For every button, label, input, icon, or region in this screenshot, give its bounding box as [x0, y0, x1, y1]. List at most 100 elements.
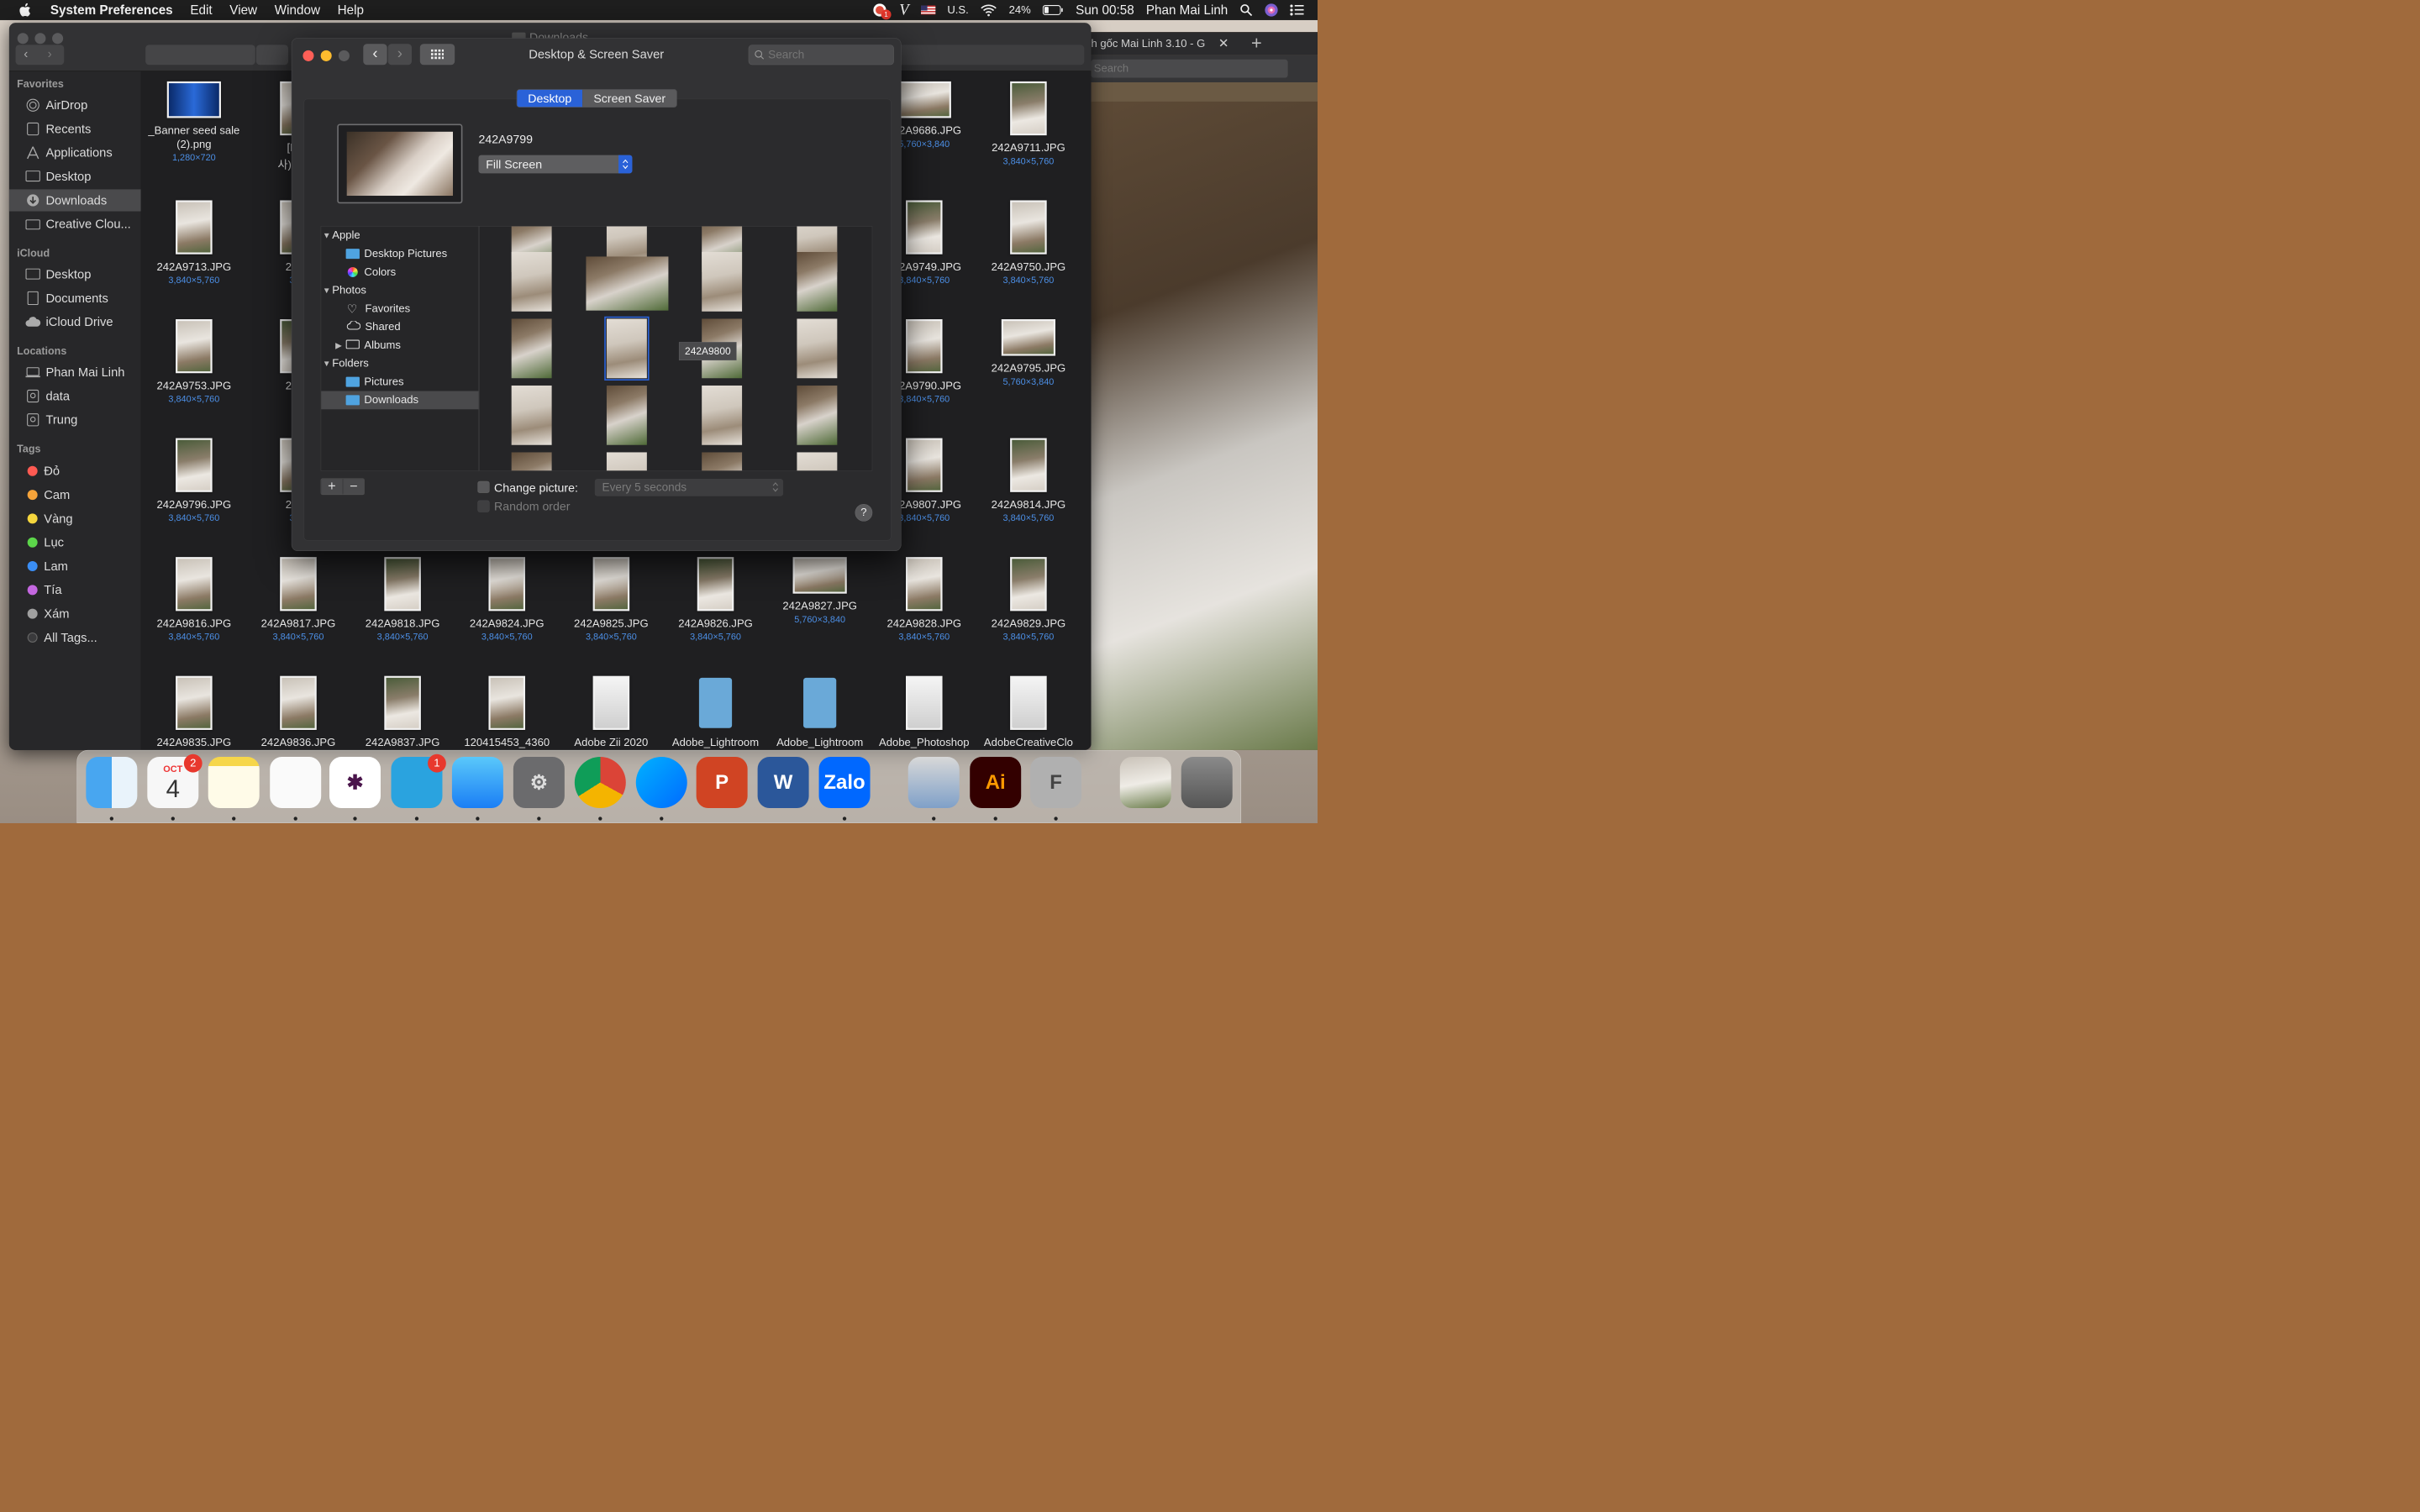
v-app-icon[interactable]: V [899, 1, 909, 18]
source-downloads[interactable]: Downloads [321, 391, 479, 410]
view-mode-segment[interactable] [145, 45, 255, 66]
show-all-button[interactable] [419, 44, 455, 66]
sidebar-item-tag[interactable]: Xám [9, 603, 141, 625]
desktop-picture-thumb[interactable] [511, 385, 552, 445]
file-item[interactable]: Adobe_Photoshop [874, 675, 975, 749]
sidebar-item-tag[interactable]: Đỏ [9, 460, 141, 482]
reminders-icon[interactable]: Reminders [270, 757, 322, 809]
sidebar-item-airdrop[interactable]: AirDrop [9, 94, 141, 116]
finder-zoom-button[interactable] [52, 33, 64, 45]
menu-window[interactable]: Window [274, 3, 320, 18]
preview-icon[interactable]: Preview [908, 757, 960, 809]
desktop-picture-thumb[interactable] [797, 251, 838, 312]
sidebar-item-creative-cloud[interactable]: Creative Clou... [9, 213, 141, 235]
siri-icon[interactable] [1265, 3, 1278, 17]
disclosure-open-icon[interactable]: ▼ [322, 230, 331, 240]
finder-minimize-button[interactable] [34, 33, 46, 45]
sidebar-item-desktop[interactable]: Desktop [9, 165, 141, 187]
file-item[interactable]: 242A9795.JPG 5,760×3,840 [978, 319, 1079, 387]
illustrator-icon[interactable]: AiIllustrator [970, 757, 1022, 809]
file-item[interactable]: 242A9807.JPG 3,840×5,760 [874, 438, 975, 524]
browser-search-input[interactable] [1091, 59, 1288, 78]
sidebar-item-tag[interactable]: Vàng [9, 507, 141, 529]
close-tab-icon[interactable]: ✕ [1218, 36, 1229, 50]
sidebar-item-documents[interactable]: Documents [9, 287, 141, 309]
desktop-picture-thumb[interactable] [702, 251, 743, 312]
file-item[interactable]: 242A9827.JPG 5,760×3,840 [770, 557, 871, 625]
sidebar-item-computer[interactable]: Phan Mai Linh [9, 361, 141, 383]
menu-user[interactable]: Phan Mai Linh [1145, 3, 1228, 18]
desktop-picture-thumb[interactable] [702, 385, 743, 445]
prefs-search-field[interactable] [748, 45, 894, 66]
file-item[interactable]: 242A9829.JPG 3,840×5,760 [978, 557, 1079, 643]
sidebar-item-recents[interactable]: Recents [9, 118, 141, 139]
chrome-icon[interactable]: Chrome [574, 757, 626, 809]
group-button[interactable] [255, 45, 288, 66]
sidebar-item-tag[interactable]: All Tags... [9, 627, 141, 648]
font-book-icon[interactable]: FFont Book [1030, 757, 1082, 809]
messages-icon[interactable]: Messages [451, 757, 503, 809]
zalo-icon[interactable]: ZaloZalo [818, 757, 871, 809]
change-picture-checkbox[interactable] [477, 480, 490, 493]
spotlight-search-icon[interactable] [1239, 3, 1253, 17]
forward-icon[interactable]: › [47, 46, 52, 61]
word-icon[interactable]: WWord [757, 757, 809, 809]
file-item[interactable]: 242A9711.JPG 3,840×5,760 [978, 81, 1079, 167]
new-tab-icon[interactable]: + [1251, 33, 1262, 54]
flag-icon[interactable] [920, 5, 936, 15]
finder-back-forward[interactable]: ‹ › [15, 45, 65, 66]
downloads-stack-icon[interactable]: Downloads [1119, 757, 1171, 809]
menu-app-name[interactable]: System Preferences [50, 3, 173, 18]
tab-desktop[interactable]: Desktop [517, 89, 583, 108]
file-item[interactable]: 242A9796.JPG 3,840×5,760 [144, 438, 245, 524]
file-item[interactable]: _Banner seed sale (2).png 1,280×720 [144, 81, 245, 163]
sidebar-item-icloud-desktop[interactable]: Desktop [9, 264, 141, 286]
file-item[interactable]: 242A9749.JPG 3,840×5,760 [874, 200, 975, 286]
file-item[interactable]: 242A9753.JPG 3,840×5,760 [144, 319, 245, 405]
sidebar-item-tag[interactable]: Tía [9, 579, 141, 601]
close-button[interactable] [302, 50, 314, 61]
file-item[interactable]: Adobe_Lightroom [770, 676, 871, 749]
finder-icon[interactable]: Finder [86, 757, 138, 809]
file-item[interactable]: 242A9750.JPG 3,840×5,760 [978, 200, 1079, 286]
back-button[interactable]: ‹ [363, 44, 387, 66]
file-item[interactable]: 242A9835.JPG [144, 675, 245, 749]
notes-icon[interactable]: Notes [208, 757, 260, 809]
file-item[interactable]: 242A9814.JPG 3,840×5,760 [978, 438, 1079, 524]
desktop-picture-thumb[interactable] [606, 452, 647, 471]
slack-icon[interactable]: ✱Slack [329, 757, 381, 809]
desktop-picture-thumb[interactable] [797, 318, 838, 379]
file-item[interactable]: Adobe_Lightroom [666, 676, 766, 749]
desktop-picture-thumb[interactable] [606, 385, 647, 445]
notification-app-icon[interactable]: 1 [872, 3, 892, 20]
desktop-picture-thumb[interactable] [702, 452, 743, 471]
file-item[interactable]: Adobe Zii 2020 [560, 675, 661, 749]
remove-folder-button[interactable]: − [342, 479, 365, 495]
menu-view[interactable]: View [229, 3, 258, 18]
source-colors[interactable]: Colors [321, 263, 478, 281]
file-item[interactable]: 242A9818.JPG 3,840×5,760 [352, 557, 453, 643]
browser-tab-title[interactable]: h gốc Mai Linh 3.10 - G [1091, 37, 1206, 50]
file-item[interactable]: 242A9825.JPG 3,840×5,760 [560, 557, 661, 643]
source-albums[interactable]: ▶ Albums [321, 336, 478, 354]
input-source-label[interactable]: U.S. [947, 3, 969, 17]
telegram-icon[interactable]: 1 Telegram [391, 753, 446, 809]
sidebar-item-trung[interactable]: Trung [9, 409, 141, 431]
desktop-picture-thumb[interactable] [586, 256, 669, 311]
desktop-picture-thumb[interactable] [511, 318, 552, 379]
file-item[interactable]: 242A9837.JPG [352, 675, 453, 749]
desktop-picture-thumb[interactable] [797, 452, 838, 471]
source-pictures[interactable]: Pictures [321, 373, 478, 391]
calendar-icon[interactable]: OCT42Calendar [147, 753, 203, 809]
desktop-picture-thumb[interactable] [797, 385, 838, 445]
sidebar-item-icloud-drive[interactable]: iCloud Drive [9, 311, 141, 333]
trash-icon[interactable]: Trash [1181, 757, 1233, 809]
minimize-button[interactable] [320, 50, 332, 61]
messenger-icon[interactable]: Messenger [635, 757, 687, 809]
interval-popup[interactable]: Every 5 seconds [594, 479, 784, 496]
source-folders[interactable]: ▼ Folders [321, 354, 478, 373]
desktop-picture-thumb[interactable] [511, 452, 552, 471]
file-item[interactable]: 242A9836.JPG [248, 675, 349, 749]
file-item[interactable]: 242A9686.JPG 5,760×3,840 [874, 81, 975, 150]
menu-edit[interactable]: Edit [190, 3, 213, 18]
